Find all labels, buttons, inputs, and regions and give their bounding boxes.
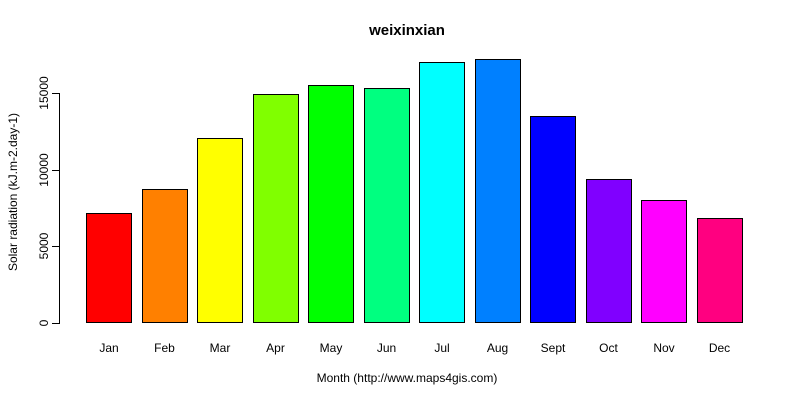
y-tick-label-text: 15000: [37, 76, 51, 110]
y-tick-mark: [52, 169, 59, 171]
y-tick-mark: [52, 93, 59, 94]
bar-jun: [363, 88, 410, 323]
bar-may: [308, 85, 354, 323]
x-tick-label-jun: Jun: [376, 341, 397, 355]
bar-mar: [197, 138, 243, 323]
x-tick-label-nov: Nov: [653, 341, 675, 355]
bar-sept: [530, 116, 576, 323]
x-tick-label-oct: Oct: [599, 341, 618, 355]
bar-aug: [474, 58, 521, 323]
x-tick-label-jul: Jul: [434, 341, 450, 355]
y-tick-label-text: 5000: [37, 232, 51, 260]
x-tick-label-sept: Sept: [540, 341, 566, 355]
bar-feb: [141, 188, 188, 323]
x-axis-title: Month (http://www.maps4gis.com): [316, 371, 498, 385]
y-axis-line: [59, 93, 60, 324]
bar-jul: [419, 61, 465, 323]
x-tick-label-mar: Mar: [209, 341, 231, 355]
x-tick-label-may: May: [319, 341, 343, 355]
y-tick-label-text: 10000: [37, 152, 51, 187]
x-tick-label-aug: Aug: [486, 341, 509, 355]
chart-title: weixinxian: [369, 22, 445, 39]
x-tick-label-jan: Jan: [99, 341, 119, 355]
y-tick-label-text: 0: [37, 319, 51, 327]
y-axis-title-text: Solar radiation (kJ.m-2.day-1): [6, 112, 20, 272]
bar-jan: [86, 213, 132, 323]
bar-dec: [696, 217, 743, 323]
bar-nov: [641, 200, 687, 323]
y-tick-mark: [52, 323, 59, 324]
x-tick-label-apr: Apr: [266, 341, 285, 355]
y-tick-mark: [52, 246, 59, 248]
x-tick-label-feb: Feb: [154, 341, 175, 355]
bar-oct: [585, 178, 632, 323]
bar-apr: [252, 93, 299, 323]
x-tick-label-dec: Dec: [708, 341, 731, 355]
